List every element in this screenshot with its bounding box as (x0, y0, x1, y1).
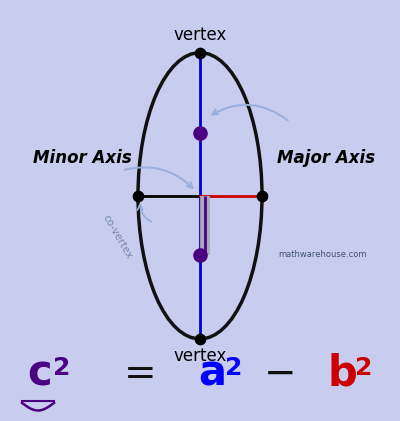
Text: c: c (28, 352, 52, 394)
Text: =: = (124, 355, 156, 393)
Text: −: − (264, 355, 296, 393)
Text: 2: 2 (225, 356, 243, 380)
Point (259, 192, 265, 199)
Text: a: a (198, 352, 226, 394)
Point (197, 336, 203, 342)
Text: Major Axis: Major Axis (277, 149, 375, 167)
Text: mathwarehouse.com: mathwarehouse.com (278, 250, 366, 259)
Point (197, 49, 203, 56)
Point (135, 192, 141, 199)
Text: vertex: vertex (173, 347, 227, 365)
Text: b: b (327, 352, 357, 394)
Point (197, 129, 203, 136)
Text: co-vertex: co-vertex (101, 213, 134, 260)
Text: 2: 2 (53, 356, 71, 380)
Text: vertex: vertex (173, 26, 227, 44)
Text: Minor Axis: Minor Axis (33, 149, 131, 167)
Point (197, 251, 203, 258)
Text: 2: 2 (355, 356, 373, 380)
